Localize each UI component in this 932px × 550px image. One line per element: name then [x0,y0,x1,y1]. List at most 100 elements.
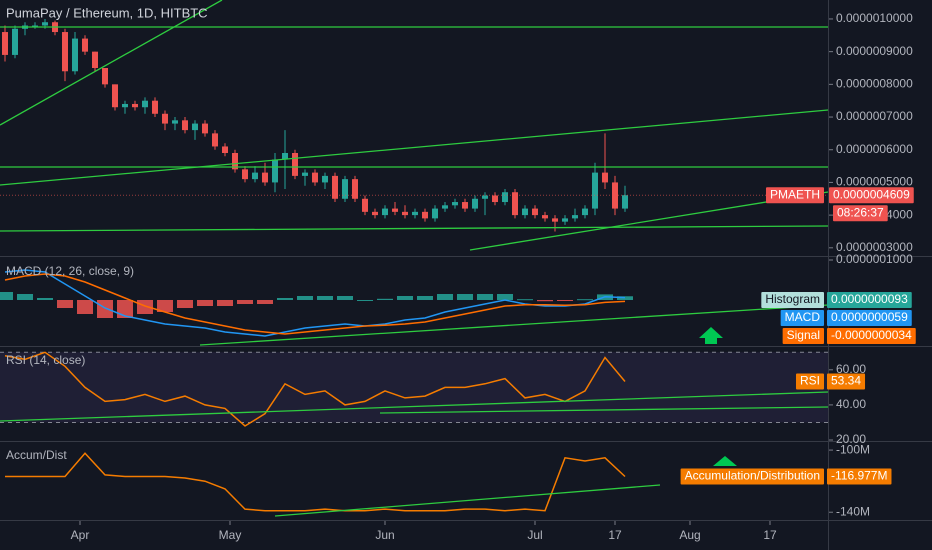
legend-name-text: Histogram [765,292,820,306]
candle-body [142,100,148,108]
last-price-label-box [829,187,914,204]
histogram-bar [97,300,113,318]
candle-body [132,103,138,108]
x-tick-label: Apr [71,528,90,542]
arrow-up [699,327,723,344]
candle-body [492,195,498,203]
histogram-bar [0,292,13,300]
y-tick-label: -140M [836,504,870,518]
candle-body [392,208,398,212]
histogram-bar [237,300,253,304]
candle-body [322,175,328,183]
indicator-line [4,273,626,335]
histogram-bar [297,296,313,300]
candle-body [252,172,258,180]
y-tick-label: 40.00 [836,397,866,411]
histogram-bar [317,296,333,300]
candle-body [592,172,598,209]
candle-body [552,218,558,222]
value-label: 0.0000000093 [827,292,912,308]
candle-body [122,103,128,108]
x-tick-label: 17 [763,528,777,542]
histogram-bar [377,298,393,300]
y-tick-label: 0.0000006000 [836,142,913,156]
candle-body [302,172,308,176]
y-tick-label: 0.0000003000 [836,240,913,254]
trend-line [0,225,829,232]
histogram-bar [497,294,513,300]
legend-name: Histogram [761,292,824,308]
x-tick-label: 17 [608,528,622,542]
histogram-bar [577,299,593,301]
trend-line [379,406,829,414]
y-tick-label: 0.0000010000 [836,11,913,25]
histogram-bar [357,300,373,301]
histogram-bar [17,294,33,300]
legend-name-text: Accumulation/Distribution [685,469,820,483]
candle-body [462,202,468,209]
candle-body [622,195,628,209]
value-label: -116.977M [827,468,892,485]
candle-body [222,146,228,153]
countdown-label-text: 08:26:37 [837,205,884,219]
candle-body [12,28,18,55]
candle-body [112,84,118,108]
candle-body [192,123,198,131]
candle-body [502,192,508,203]
legend-name-text: MACD [785,310,821,324]
y-tick-label: 0.0000008000 [836,77,913,91]
candle-body [422,211,428,219]
histogram-bar [457,294,473,300]
candle-body [92,51,98,68]
legend-name: Accumulation/Distribution [680,468,824,485]
histogram-bar [57,300,73,308]
candle-body [232,153,238,170]
candle-body [212,133,218,147]
legend-name-text: RSI [800,374,820,388]
candle-body [342,179,348,199]
trend-line [0,109,829,186]
legend-name: Signal [782,328,824,344]
candle-body [262,172,268,183]
arrow-up [713,456,737,466]
candle-body [172,120,178,124]
value-label: 0.0000000059 [827,310,912,326]
candle-body [432,208,438,219]
candle-body [202,123,208,134]
histogram-bar [517,299,533,301]
candle-body [42,22,48,26]
value-label: 53.34 [827,373,866,390]
y-tick-label: 20.00 [836,432,866,446]
indicator-line [4,269,626,337]
candle-body [602,172,608,183]
candle-body [382,208,388,216]
pane-title: RSI (14, close) [6,353,85,367]
candle-body [312,172,318,183]
trend-line [0,0,223,126]
candle-body [372,211,378,216]
chart-title: PumaPay / Ethereum, 1D, HITBTC [6,5,208,20]
marks: Apr May Jun Jul 17 Aug 17 0.0000003000 0.0000004… [0,11,913,542]
indicator-line [5,452,626,512]
histogram-bar [617,296,633,300]
value-label-text: 0.0000000093 [831,292,908,306]
candle-body [282,153,288,160]
candle-body [442,205,448,209]
value-label-box [827,328,916,344]
histogram-bar [477,294,493,300]
value-label-box [827,292,912,308]
trend-line [0,391,829,422]
candle-body [2,32,8,55]
legend-name: MACD [780,310,824,326]
histogram-bar [277,298,293,300]
candle-body [82,38,88,52]
legend-name-text: Signal [787,328,820,342]
candle-body [162,113,168,124]
value-label-box [827,310,912,326]
candle-body [512,192,518,216]
symbol-label-box [765,187,824,204]
pane-title: MACD (12, 26, close, 9) [6,264,134,278]
